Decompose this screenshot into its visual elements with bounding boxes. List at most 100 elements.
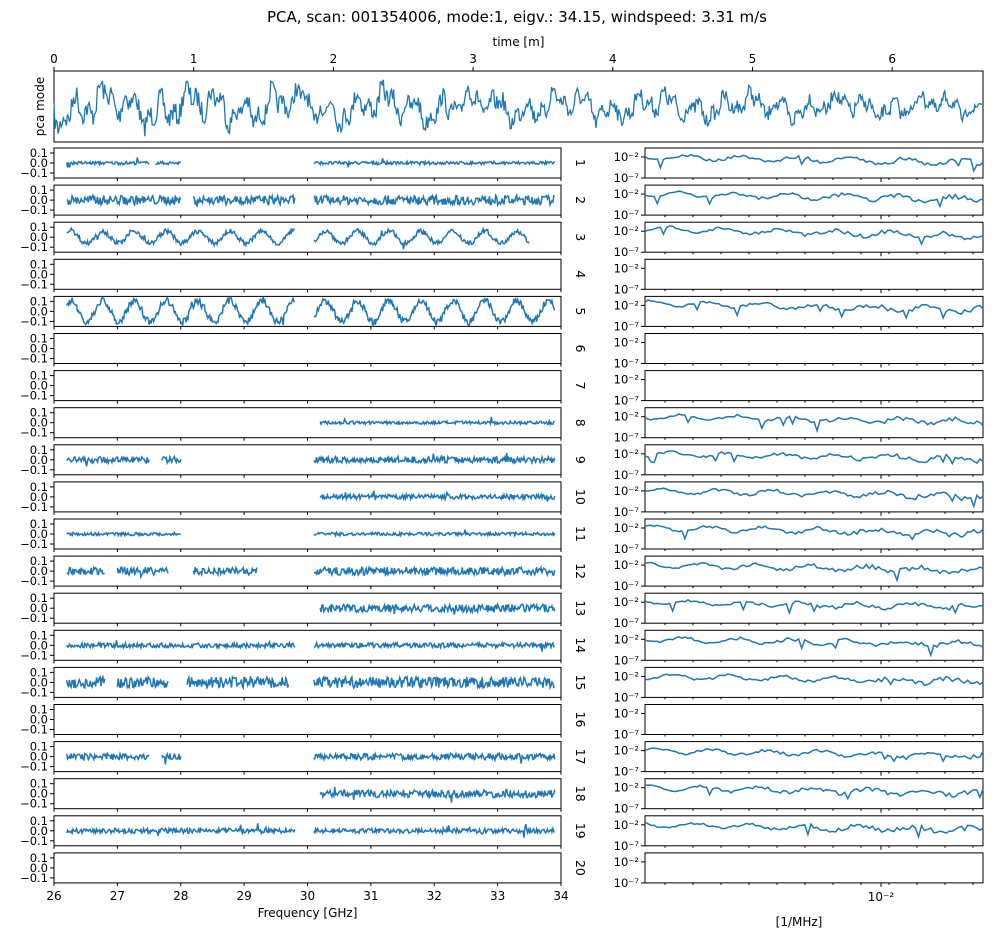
channel-y-tick-label: 0.1: [30, 480, 48, 494]
channel-frame: [53, 704, 562, 735]
channel-spectrum-8: 10⁻² 10⁻⁷: [614, 407, 984, 445]
channel-trace: [313, 529, 556, 539]
channel-y-tick-label: −0.1: [20, 648, 48, 662]
channel-row-16: 0.10.0−0.1 16: [20, 703, 588, 738]
spectrum-x-tick-label: 10⁻²: [868, 890, 895, 904]
top-x-axis-label: time [m]: [493, 35, 545, 49]
spectrum-frame: [644, 815, 984, 847]
channel-y-tick-label: 0.0: [30, 267, 48, 281]
channel-y-tick-label: −0.1: [20, 797, 48, 811]
channel-trace: [66, 193, 182, 208]
channel-spectrum-9: 10⁻² 10⁻⁷: [614, 444, 984, 482]
channel-frame: [53, 258, 562, 290]
spectrum-line: [644, 299, 984, 321]
spectrum-frame: [644, 481, 984, 513]
channel-spectrum-3: 10⁻² 10⁻⁷: [614, 221, 984, 259]
spectrum-line: [644, 153, 984, 173]
spectrum-y-tick-label: 10⁻⁷: [614, 319, 640, 333]
channel-row-9: 0.10.0−0.1 9: [20, 443, 588, 478]
channel-number-label: 19: [573, 823, 588, 839]
channel-trace: [161, 453, 182, 466]
channel-y-tick-label: 0.1: [30, 257, 48, 271]
channel-y-tick-label: −0.1: [20, 389, 48, 403]
frequency-tick-label: 29: [236, 889, 251, 903]
channel-y-tick-label: 0.0: [30, 416, 48, 430]
spectrum-y-tick-label: 10⁻²: [614, 150, 639, 164]
spectrum-y-tick-label: 10⁻⁷: [614, 394, 640, 408]
channel-spectrum-15: 10⁻² 10⁻⁷: [614, 666, 984, 704]
pca-mode-panel: 0 1 2 3 4 5 6 time [m] pca mode: [33, 35, 984, 143]
channel-y-tick-label: −0.1: [20, 723, 48, 737]
channel-spectrum-column: 10⁻² 10⁻⁷ 10⁻² 10⁻⁷ 10⁻² 10⁻⁷ 10⁻² 10⁻⁷ 10⁻² 10⁻⁷…: [614, 147, 984, 929]
channel-y-tick-label: 0.0: [30, 453, 48, 467]
spectrum-y-tick-label: 10⁻²: [614, 669, 639, 683]
channel-trace: [116, 674, 169, 690]
spectrum-line: [644, 784, 984, 801]
top-x-tick-label: 3: [469, 52, 477, 66]
channel-frame: [53, 333, 562, 364]
channel-y-tick-label: 0.1: [30, 703, 48, 717]
channel-y-tick-label: −0.1: [20, 760, 48, 774]
channel-y-tick-label: −0.1: [20, 426, 48, 440]
top-x-tick-label: 2: [330, 52, 338, 66]
spectrum-line: [644, 225, 984, 246]
channel-y-tick-label: −0.1: [20, 500, 48, 514]
channel-frame: [53, 852, 562, 884]
spectrum-frame: [644, 518, 984, 550]
channel-y-tick-label: 0.0: [30, 193, 48, 207]
spectrum-frame: [644, 295, 984, 327]
channel-trace: [155, 159, 182, 166]
spectrum-line: [644, 450, 984, 466]
spectrum-y-tick-label: 10⁻²: [614, 818, 639, 832]
channel-number-label: 15: [573, 674, 588, 690]
spectrum-y-tick-label: 10⁻⁷: [614, 282, 640, 296]
channel-row-1: 0.10.0−0.1 1: [20, 146, 588, 181]
channel-spectrum-18: 10⁻² 10⁻⁷: [614, 778, 984, 816]
spectrum-frame: [644, 407, 984, 439]
spectrum-frame: [644, 778, 984, 810]
channel-y-tick-label: 0.0: [30, 824, 48, 838]
channel-row-19: 0.10.0−0.1 19: [20, 814, 588, 849]
channel-y-tick-label: 0.0: [30, 342, 48, 356]
channel-y-tick-label: 0.0: [30, 230, 48, 244]
channel-y-tick-label: 0.1: [30, 740, 48, 754]
channel-y-tick-label: 0.1: [30, 369, 48, 383]
channel-y-tick-label: 0.0: [30, 304, 48, 318]
channel-number-label: 4: [573, 270, 588, 278]
spectrum-frame: [644, 704, 984, 735]
top-x-tick-label: 4: [609, 52, 617, 66]
channel-y-tick-label: −0.1: [20, 834, 48, 848]
channel-y-tick-label: 0.1: [30, 517, 48, 531]
channel-y-tick-label: −0.1: [20, 574, 48, 588]
channel-y-tick-label: −0.1: [20, 203, 48, 217]
channel-spectrum-7: 10⁻² 10⁻⁷: [614, 370, 984, 408]
spectrum-line: [644, 413, 984, 434]
channel-row-20: 0.10.0−0.1 20: [20, 851, 588, 886]
channel-number-label: 16: [573, 712, 588, 728]
frequency-tick-label: 34: [553, 889, 568, 903]
spectrum-frame: [644, 147, 984, 179]
top-x-tick-label: 5: [749, 52, 757, 66]
channel-y-tick-label: 0.1: [30, 851, 48, 865]
channel-trace: [66, 454, 150, 467]
spectrum-line: [644, 561, 984, 583]
channel-y-tick-label: −0.1: [20, 871, 48, 885]
channel-trace: [186, 674, 290, 691]
spectrum-y-tick-label: 10⁻⁷: [614, 579, 640, 593]
top-panel-frame: [53, 70, 984, 143]
spectrum-line: [644, 524, 984, 541]
channel-trace: [313, 674, 555, 691]
frequency-tick-label: 27: [110, 889, 125, 903]
channel-number-label: 7: [573, 382, 588, 390]
channel-row-18: 0.10.0−0.1 18: [20, 777, 588, 812]
channel-row-13: 0.10.0−0.1 13: [20, 591, 588, 627]
spectrum-frame: [644, 333, 984, 364]
spectrum-y-tick-label: 10⁻²: [614, 595, 639, 609]
channel-row-6: 0.10.0−0.1 6: [20, 332, 588, 367]
channel-y-tick-label: 0.1: [30, 814, 48, 828]
channel-row-7: 0.10.0−0.1 7: [20, 369, 588, 404]
spectrum-y-tick-label: 10⁻⁷: [614, 505, 640, 519]
channel-y-tick-label: 0.1: [30, 554, 48, 568]
top-y-axis-label: pca mode: [33, 77, 47, 136]
channel-trace: [313, 640, 556, 652]
